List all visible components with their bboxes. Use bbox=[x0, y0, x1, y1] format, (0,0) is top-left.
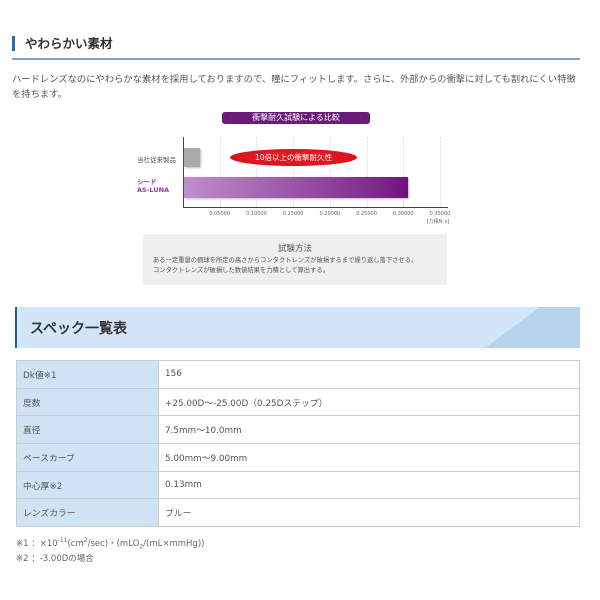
test-method-text: コンタクトレンズが破損した数値結果を力積として算出する。 bbox=[153, 267, 329, 274]
x-tick-label: 0.30000 bbox=[392, 211, 414, 217]
gridline bbox=[440, 137, 441, 207]
category-label-line: シード bbox=[137, 178, 157, 186]
spec-heading: スペック一覧表 bbox=[15, 307, 580, 348]
gridline bbox=[403, 137, 405, 207]
test-method-box: 試験方法 ある一定重量の鋼球を所定の高さからコンタクトレンズが破損するまで繰り返… bbox=[143, 234, 447, 285]
fn-sup: 2 bbox=[83, 537, 88, 545]
spec-value: 0.13mm bbox=[158, 470, 580, 500]
bar-conventional bbox=[184, 148, 201, 167]
fn-sup: -11 bbox=[57, 537, 68, 545]
x-tick-label: 0.05000 bbox=[209, 211, 231, 217]
category-label-line: AS-LUNA bbox=[137, 186, 170, 194]
section-heading: やわらかい素材 bbox=[12, 36, 113, 51]
gridline bbox=[256, 137, 258, 207]
spec-row: レンズカラー ブルー bbox=[16, 498, 580, 528]
x-tick-label: 0.20000 bbox=[319, 211, 341, 217]
x-tick-label: 0.25000 bbox=[356, 211, 377, 217]
spec-row: 度数 +25.00D～-25.00D（0.25Dステップ） bbox=[16, 387, 580, 417]
footnote-2: ※2 ：-3.00Dの場合 bbox=[16, 554, 94, 564]
spec-key: 直径 bbox=[16, 415, 159, 445]
category-label: 当社従来製品 bbox=[137, 156, 176, 164]
spec-row: ベースカーブ 5.00mm～9.00mm bbox=[16, 443, 580, 472]
gridline bbox=[366, 137, 368, 207]
heading-divider bbox=[12, 58, 580, 60]
x-tick-label: 0.35000 bbox=[429, 211, 451, 217]
spec-row: Dk値※1 156 bbox=[16, 360, 580, 389]
x-tick-label: 0.15000 bbox=[282, 211, 304, 217]
gridline bbox=[219, 137, 221, 207]
spec-value: 7.5mm～10.0mm bbox=[158, 415, 580, 445]
spec-value: +25.00D～-25.00D（0.25Dステップ） bbox=[158, 387, 580, 417]
spec-value: ブルー bbox=[158, 498, 580, 528]
section-description: ハードレンズなのにやわらかな素材を採用しておりますので、瞳にフィットします。さら… bbox=[12, 74, 576, 100]
test-method-text: ある一定重量の鋼球を所定の高さからコンタクトレンズが破損するまで繰り返し落下させ… bbox=[153, 257, 418, 264]
spec-value: 156 bbox=[158, 360, 580, 389]
spec-key: Dk値※1 bbox=[16, 360, 159, 389]
heading-decoration bbox=[485, 307, 540, 348]
spec-row: 直径 7.5mm～10.0mm bbox=[16, 415, 580, 445]
gridline bbox=[329, 137, 331, 207]
fn-text: (cm bbox=[67, 539, 84, 549]
spec-row: 中心厚※2 0.13mm bbox=[16, 470, 580, 500]
x-unit-label: [力積N･s] bbox=[426, 219, 450, 225]
fn-text: /sec)・(mLO bbox=[87, 539, 140, 549]
heading-decoration bbox=[540, 307, 580, 348]
x-axis bbox=[183, 207, 448, 208]
footnote-1: ※1 ：×10-11(cm2/sec)・(mLO2/(mL×mmHg)) bbox=[16, 537, 204, 551]
x-tick-label: 0.10000 bbox=[246, 211, 267, 217]
test-method-title: 試験方法 bbox=[277, 244, 312, 254]
chart-title: 衝撃耐久試験による比較 bbox=[222, 112, 370, 124]
spec-table: Dk値※1 156 度数 +25.00D～-25.00D（0.25Dステップ） 直径 7.… bbox=[16, 360, 580, 528]
bar-as-luna bbox=[184, 177, 408, 198]
category-label: シード AS-LUNA bbox=[137, 178, 169, 194]
gridline bbox=[293, 137, 295, 207]
spec-title: スペック一覧表 bbox=[30, 321, 128, 337]
annotation-ellipse: 10倍以上の衝撃耐久性 bbox=[230, 149, 357, 166]
fn-text: ※1 ：×10 bbox=[16, 539, 58, 549]
spec-key: レンズカラー bbox=[16, 498, 159, 528]
spec-key: 度数 bbox=[16, 387, 159, 417]
spec-value: 5.00mm～9.00mm bbox=[158, 443, 580, 472]
fn-sub: 2 bbox=[139, 543, 144, 551]
fn-text: /(mL×mmHg)) bbox=[143, 539, 205, 549]
spec-key: ベースカーブ bbox=[16, 443, 159, 472]
y-axis bbox=[183, 137, 184, 207]
spec-key: 中心厚※2 bbox=[16, 470, 159, 500]
